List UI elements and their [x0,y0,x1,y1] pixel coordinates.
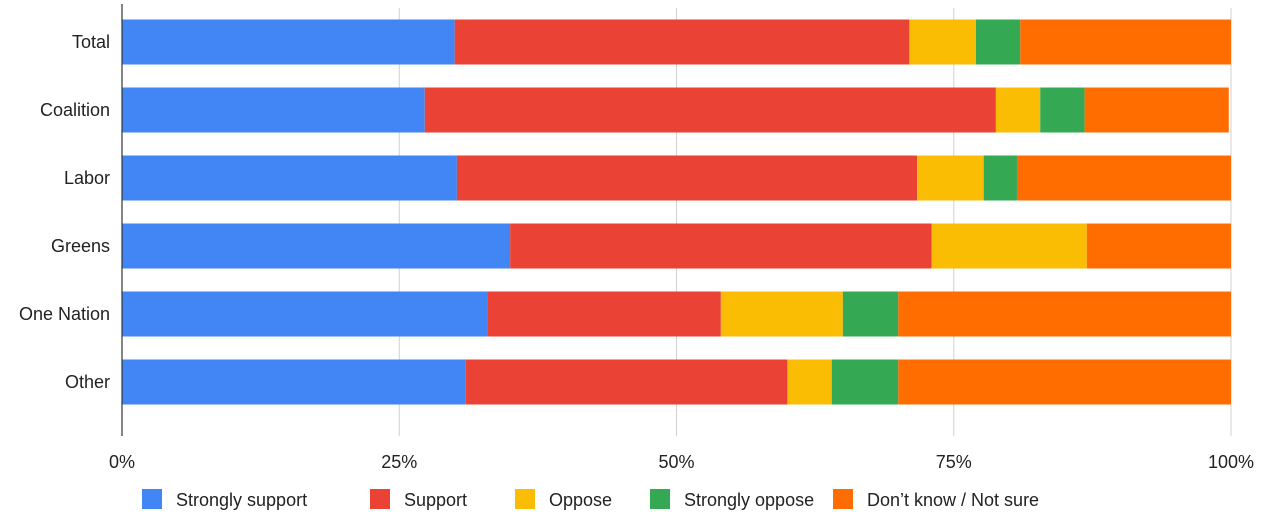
legend-label-don-t-know-not-sure: Don’t know / Not sure [867,490,1039,510]
bar-other-strongly-oppose [831,359,899,405]
legend-swatch-strongly-oppose [650,489,670,509]
bar-labor-oppose [917,155,984,201]
x-tick-label-25: 25% [381,452,417,472]
legend-item-support: Support [370,489,467,510]
bar-coalition-strongly-oppose [1040,87,1085,133]
bar-other-don-t-know-not-sure [898,359,1231,405]
bar-other-strongly-support [122,359,466,405]
bar-one-nation-don-t-know-not-sure [898,291,1231,337]
category-label-other: Other [65,372,110,392]
category-label-one-nation: One Nation [19,304,110,324]
legend-label-strongly-oppose: Strongly oppose [684,490,814,510]
legend-label-oppose: Oppose [549,490,612,510]
bar-other-support [465,359,788,405]
legend-swatch-strongly-support [142,489,162,509]
bar-one-nation-support [487,291,721,337]
bar-one-nation-strongly-support [122,291,488,337]
bar-labor-don-t-know-not-sure [1016,155,1231,201]
bar-labor-support [456,155,918,201]
bar-greens-support [510,223,932,269]
bar-greens-strongly-support [122,223,511,269]
bar-coalition-oppose [995,87,1041,133]
legend: Strongly support Support Oppose Strongly op… [142,489,1039,510]
legend-label-support: Support [404,490,467,510]
bar-total-strongly-oppose [975,19,1021,65]
legend-item-strongly-oppose: Strongly oppose [650,489,814,510]
category-label-labor: Labor [64,168,110,188]
category-label-coalition: Coalition [40,100,110,120]
bar-coalition-don-t-know-not-sure [1084,87,1229,133]
x-tick-label-75: 75% [936,452,972,472]
axes: Total Coalition Labor Greens One Nation Other… [19,4,1254,472]
x-tick-label-50: 50% [658,452,694,472]
category-label-total: Total [72,32,110,52]
x-tick-label-0: 0% [109,452,135,472]
legend-label-strongly-support: Strongly support [176,490,307,510]
bar-coalition-strongly-support [122,87,425,133]
bar-total-oppose [909,19,976,65]
bar-total-support [454,19,910,65]
bar-one-nation-strongly-oppose [842,291,899,337]
legend-item-strongly-support: Strongly support [142,489,307,510]
bar-labor-strongly-support [122,155,457,201]
x-tick-label-100: 100% [1208,452,1254,472]
category-label-greens: Greens [51,236,110,256]
bars [122,19,1231,405]
bar-other-oppose [787,359,832,405]
legend-item-don-t-know-not-sure: Don’t know / Not sure [833,489,1039,510]
bar-total-strongly-support [122,19,455,65]
bar-total-don-t-know-not-sure [1020,19,1231,65]
bar-labor-strongly-oppose [983,155,1017,201]
bar-one-nation-oppose [720,291,843,337]
legend-item-oppose: Oppose [515,489,612,510]
legend-swatch-oppose [515,489,535,509]
legend-swatch-support [370,489,390,509]
legend-swatch-don-t-know-not-sure [833,489,853,509]
bar-greens-oppose [931,223,1087,269]
bar-coalition-support [424,87,996,133]
bar-greens-don-t-know-not-sure [1086,223,1231,269]
